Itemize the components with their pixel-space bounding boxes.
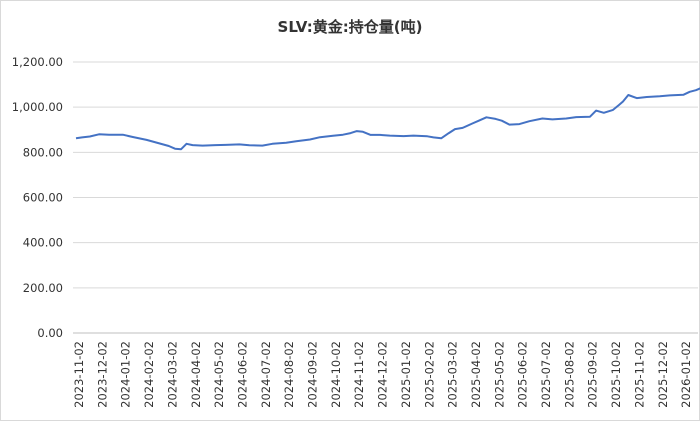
x-tick-label: 2024-06-02 xyxy=(235,341,249,408)
x-tick-label: 2025-07-02 xyxy=(539,341,553,408)
x-tick-label: 2025-08-02 xyxy=(562,341,576,408)
x-tick-label: 2025-10-02 xyxy=(609,341,623,408)
x-tick-label: 2024-03-02 xyxy=(165,341,179,408)
x-tick-label: 2025-05-02 xyxy=(492,341,506,408)
x-tick-label: 2025-01-02 xyxy=(399,341,413,408)
x-tick-label: 2025-04-02 xyxy=(469,341,483,408)
x-tick-label: 2024-05-02 xyxy=(212,341,226,408)
x-tick-label: 2023-12-02 xyxy=(95,341,109,408)
x-tick-label: 2024-09-02 xyxy=(306,341,320,408)
x-tick-label: 2025-02-02 xyxy=(422,341,436,408)
x-tick-label: 2024-10-02 xyxy=(329,341,343,408)
y-tick-label: 400.00 xyxy=(23,236,63,250)
x-tick-label: 2023-11-02 xyxy=(72,341,86,408)
x-tick-label: 2026-01-02 xyxy=(679,341,693,408)
x-tick-label: 2025-12-02 xyxy=(656,341,670,408)
x-tick-label: 2025-09-02 xyxy=(586,341,600,408)
x-tick-label: 2024-02-02 xyxy=(142,341,156,408)
y-tick-label: 0.00 xyxy=(37,326,63,340)
y-tick-label: 800.00 xyxy=(23,145,63,159)
y-tick-label: 200.00 xyxy=(23,281,63,295)
x-tick-label: 2024-08-02 xyxy=(282,341,296,408)
x-tick-label: 2024-01-02 xyxy=(119,341,133,408)
chart-title: SLV:黄金:持仓量(吨) xyxy=(277,18,423,36)
x-tick-label: 2025-11-02 xyxy=(632,341,646,408)
x-tick-label: 2024-07-02 xyxy=(259,341,273,408)
x-tick-label: 2024-04-02 xyxy=(189,341,203,408)
y-tick-label: 1,000.00 xyxy=(12,100,63,114)
x-tick-label: 2025-03-02 xyxy=(446,341,460,408)
series-line xyxy=(75,87,700,151)
x-tick-label: 2025-06-02 xyxy=(516,341,530,408)
x-tick-label: 2024-11-02 xyxy=(352,341,366,408)
x-tick-label: 2024-12-02 xyxy=(376,341,390,408)
y-tick-label: 600.00 xyxy=(23,191,63,205)
y-tick-label: 1,200.00 xyxy=(12,55,63,69)
